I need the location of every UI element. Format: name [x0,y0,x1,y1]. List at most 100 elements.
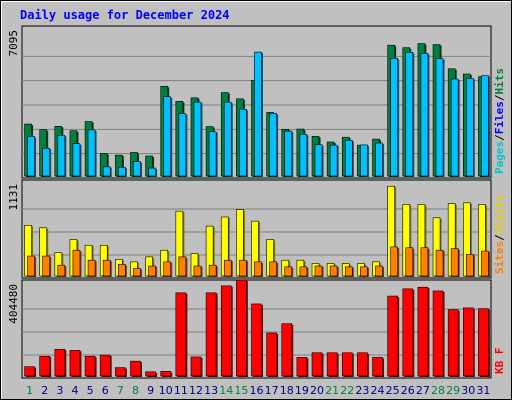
bar-sites-8 [133,268,142,277]
bar-files-27 [420,53,430,178]
bar-body [163,261,172,277]
bar-body [39,355,50,377]
bar-sites-15 [239,259,248,277]
bar-body [208,131,217,177]
bar-body [463,307,474,377]
x-tick-label-14: 14 [219,384,233,397]
legend-item-pages: Pages [493,141,506,174]
bar-body [420,53,429,177]
bar-body [299,133,308,177]
bar-kbytes-25 [387,295,400,377]
bar-body [450,248,459,277]
bar-body [145,371,156,377]
bar-sites-18 [284,266,294,277]
legend-item-k: K [493,367,506,374]
x-tick-label-24: 24 [371,384,385,397]
bar-body [450,78,459,177]
bar-body [27,255,35,277]
bar-sites-29 [450,248,460,277]
bar-files-25 [390,58,400,177]
bar-kbytes-19 [296,357,309,377]
bar-files-3 [57,135,67,177]
bar-body [84,355,96,377]
bar-body [148,265,156,277]
bar-body [57,135,66,177]
x-tick-label-11: 11 [174,384,188,397]
x-tick-label-20: 20 [310,384,324,397]
bar-sites-21 [329,265,339,277]
bar-kbytes-23 [357,352,369,377]
bar-body [435,58,444,177]
bar-files-2 [42,147,52,177]
bar-kbytes-7 [115,367,127,377]
bar-kbytes-28 [432,290,445,377]
bar-kbytes-13 [205,292,218,377]
bar-body [54,348,66,377]
x-tick-label-15: 15 [234,384,248,397]
x-tick-label-17: 17 [265,384,279,397]
bar-files-19 [299,133,309,177]
panel-visits-sites: 1131 Sites/Visits [7,179,506,279]
bar-body [42,147,50,177]
bar-body [87,259,96,277]
bar-body [390,246,398,277]
bar-files-22 [344,140,354,177]
bar-body [284,130,293,177]
x-tick-label-30: 30 [461,384,475,397]
bar-sites-6 [102,259,112,277]
bar-sites-11 [178,256,188,277]
bar-body [27,136,35,177]
bar-kbytes-26 [402,288,415,377]
x-tick-label-1: 1 [26,384,33,397]
x-tick-label-3: 3 [56,384,63,397]
x-tick-label-22: 22 [340,384,354,397]
bar-body [375,265,383,277]
bar-kbytes-20 [311,352,324,377]
bar-kbytes-10 [160,371,173,377]
bar-body [466,78,474,177]
bar-body [24,366,35,377]
x-tick-label-23: 23 [355,384,369,397]
bar-files-20 [314,144,324,177]
bar-kbytes-6 [99,354,112,377]
x-tick-label-9: 9 [147,384,154,397]
bar-body [405,247,414,277]
bar-body [481,250,489,277]
x-tick-label-8: 8 [132,384,139,397]
bar-body [223,259,232,277]
x-tick-label-19: 19 [295,384,309,397]
bar-body [375,142,383,177]
bar-body [466,254,474,277]
bar-sites-20 [314,265,324,277]
bar-body [254,51,262,177]
x-tick-label-12: 12 [189,384,203,397]
bar-body [269,113,277,177]
bar-sites-12 [193,265,203,277]
bar-body [481,75,489,177]
bar-kbytes-21 [326,352,339,377]
bar-sites-14 [223,259,233,277]
bar-sites-27 [420,247,430,277]
x-tick-label-31: 31 [476,384,490,397]
bar-body [269,261,277,277]
bar-body [344,266,353,277]
bar-files-12 [193,101,203,177]
bar-body [329,144,338,177]
legend-item-f: F [493,348,506,355]
bar-sites-31 [481,250,490,277]
bar-body [329,265,338,277]
bar-body [223,101,232,177]
x-tick-label-28: 28 [431,384,445,397]
bar-body [296,357,308,377]
bar-sites-10 [163,261,173,277]
x-tick-label-25: 25 [386,384,400,397]
bar-files-31 [481,75,490,177]
bar-body [360,266,368,277]
bar-sites-16 [254,261,263,277]
bar-body [357,352,368,377]
legend: Pages/Files/Hits [493,68,506,174]
bar-body [239,259,247,277]
